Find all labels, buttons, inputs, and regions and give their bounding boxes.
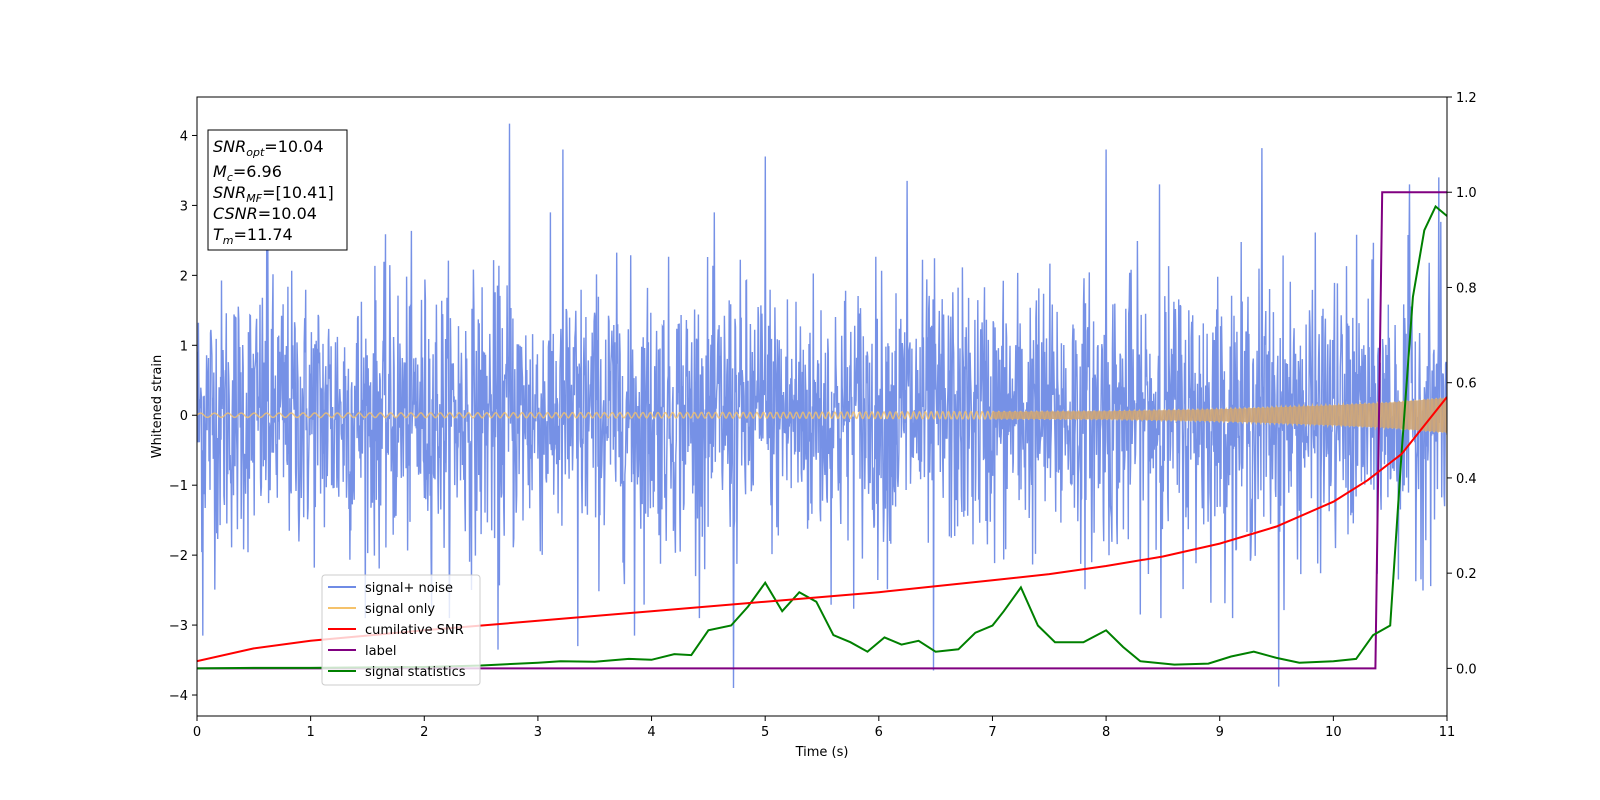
x-axis-label: Time (s): [795, 745, 849, 760]
y2-tick-label: 0.4: [1456, 472, 1477, 487]
x-tick-label: 5: [761, 725, 769, 740]
legend-label: signal statistics: [365, 665, 466, 680]
y-tick-label: −1: [169, 479, 188, 494]
y-tick-label: 2: [180, 269, 188, 284]
legend-frame: [321, 574, 481, 686]
legend: signal+ noise signal only cumilative SNR la…: [321, 574, 481, 686]
legend-label: cumilative SNR: [365, 623, 464, 638]
y-tick-label: −3: [169, 619, 188, 634]
y-axis-label: Whitened strain: [150, 355, 165, 458]
y2-tick-label: 0.8: [1456, 281, 1477, 296]
annotation-line: SNRMF=[10.41]: [213, 183, 334, 205]
legend-label: signal only: [365, 602, 435, 617]
annotation-line: CSNR=10.04: [213, 204, 317, 223]
x-axis: 0 1 2 3 4 5 6 7 8 9 10 11: [193, 716, 1455, 740]
x-tick-label: 2: [420, 725, 428, 740]
series-signal-only-band: [992, 398, 1447, 433]
series-signal-noise: [197, 123, 1447, 689]
series-signal-statistics: [197, 204, 1447, 670]
x-tick-label: 8: [1102, 725, 1110, 740]
legend-label: label: [365, 644, 396, 659]
y-tick-label: −4: [169, 689, 188, 704]
y2-tick-label: 1.0: [1456, 186, 1477, 201]
series-label: [197, 191, 1447, 670]
x-tick-label: 4: [647, 725, 655, 740]
y2-tick-label: 1.2: [1456, 91, 1477, 106]
x-tick-label: 0: [193, 725, 201, 740]
x-tick-label: 7: [988, 725, 996, 740]
y-axis-left: −4 −3 −2 −1 0 1 2 3 4: [169, 129, 197, 704]
y-axis-right: 0.0 0.2 0.4 0.6 0.8 1.0 1.2: [1447, 91, 1477, 677]
x-tick-label: 3: [534, 725, 542, 740]
annotation-box: SNRopt=10.04 Mc=6.96SNRMF=[10.41]CSNR=10.…: [207, 129, 348, 251]
y-tick-label: 1: [180, 339, 188, 354]
annotation-line: Mc=6.96: [213, 162, 282, 184]
x-tick-label: 1: [306, 725, 314, 740]
y2-tick-label: 0.6: [1456, 377, 1477, 392]
annotation-line: SNRopt=10.04: [213, 137, 324, 159]
x-tick-label: 6: [875, 725, 883, 740]
y-tick-label: −2: [169, 549, 188, 564]
legend-label: signal+ noise: [365, 581, 453, 596]
y-tick-label: 3: [180, 199, 188, 214]
y2-tick-label: 0.2: [1456, 567, 1477, 582]
annotation-line: Tm=11.74: [213, 225, 293, 247]
plot-frame: [196, 96, 1448, 717]
x-tick-label: 9: [1216, 725, 1224, 740]
x-tick-label: 10: [1325, 725, 1342, 740]
y-tick-label: 4: [180, 129, 188, 144]
annotation-frame: [207, 129, 348, 251]
x-tick-label: 11: [1439, 725, 1456, 740]
y2-tick-label: 0.0: [1456, 662, 1477, 677]
y-tick-label: 0: [180, 409, 188, 424]
